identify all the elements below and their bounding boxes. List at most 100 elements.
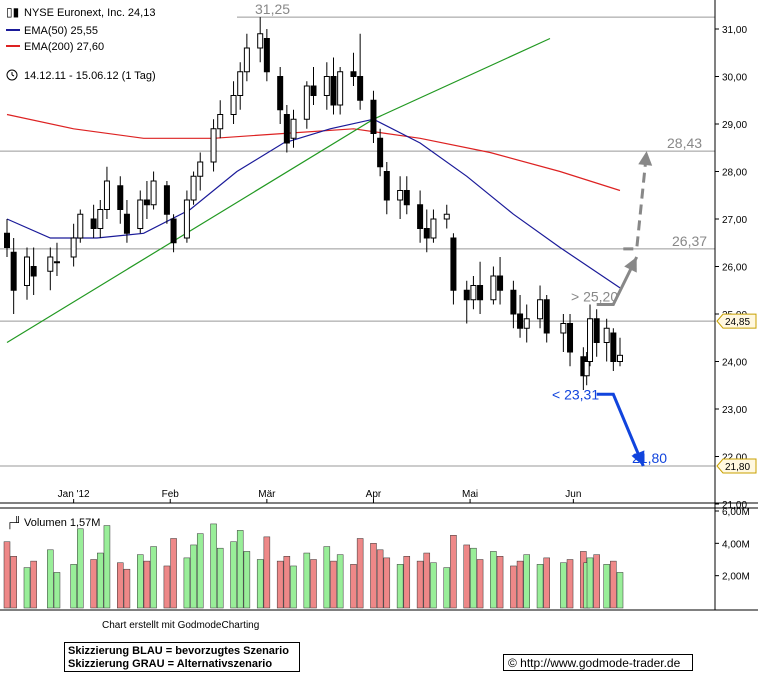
candle — [357, 33, 364, 110]
candle — [450, 233, 457, 305]
candle-body — [77, 213, 84, 239]
volume-bar — [70, 564, 77, 609]
candle — [97, 200, 104, 238]
volume-bar — [150, 546, 157, 609]
candle — [517, 295, 524, 338]
candle-body — [397, 190, 404, 201]
volume-bar — [263, 536, 271, 609]
volume-bar — [496, 556, 504, 609]
chart-credit: Chart erstellt mit GodmodeCharting — [102, 620, 260, 631]
volume-bar — [143, 560, 151, 609]
volume-tick-label: 6,00M — [722, 507, 750, 518]
candle — [463, 280, 470, 324]
candle — [377, 128, 384, 177]
x-tick-label: Feb — [162, 489, 180, 500]
candle — [543, 295, 550, 343]
y-tick-label: 31,00 — [722, 25, 747, 36]
candle-body — [197, 161, 204, 177]
source-url[interactable]: © http://www.godmode-trader.de — [503, 654, 693, 671]
candle-body — [190, 175, 197, 201]
candle — [423, 209, 430, 253]
volume-bar — [536, 564, 544, 609]
volume-bar — [323, 546, 331, 609]
candle — [47, 247, 54, 291]
candle-body — [103, 180, 110, 210]
candle-body — [23, 256, 30, 286]
candle-body — [143, 199, 150, 206]
y-tick-label: 21,00 — [722, 500, 747, 511]
clock-hand — [11, 74, 15, 77]
candle-body — [243, 47, 250, 73]
candle — [430, 209, 437, 243]
candle — [567, 314, 574, 367]
candle-body — [430, 218, 437, 239]
candle — [263, 29, 270, 82]
volume-bar — [616, 572, 624, 609]
x-tick-label: Mai — [462, 489, 478, 500]
volume-bar — [403, 556, 411, 609]
candle — [290, 109, 297, 148]
volume-bar — [430, 562, 437, 609]
candle-body — [117, 185, 124, 210]
candle-body — [517, 313, 524, 329]
candle — [403, 176, 410, 215]
x-tick-label: Apr — [366, 489, 382, 500]
volume-bar — [97, 552, 104, 609]
volume-bar — [163, 565, 171, 609]
level-label: 31,25 — [255, 1, 290, 17]
volume-bar — [416, 560, 424, 609]
scenario-annotation: > 25,20 — [571, 289, 618, 305]
candle-body — [263, 38, 270, 73]
candle — [443, 204, 450, 229]
volume-bar — [303, 552, 311, 609]
candle — [617, 337, 623, 367]
volume-bar — [610, 560, 617, 609]
candle — [350, 52, 357, 86]
candle — [217, 100, 224, 139]
candle — [587, 304, 594, 367]
candle-body — [237, 71, 244, 96]
candle-body — [170, 218, 177, 244]
scenario-grey-up-1 — [596, 256, 639, 306]
volume-bar — [10, 556, 17, 609]
candle — [603, 318, 610, 362]
candle-body — [560, 323, 567, 334]
volume-bar — [170, 538, 177, 609]
candle-body — [587, 318, 594, 362]
candle-body — [10, 251, 17, 291]
volume-tick-label: 2,00M — [722, 572, 750, 583]
candle — [537, 285, 544, 329]
candle — [23, 247, 30, 300]
candles-glyph-icon: ▯▮ — [6, 5, 19, 19]
candle — [310, 67, 317, 105]
candle — [257, 17, 264, 63]
candle-body — [383, 171, 390, 201]
volume-bar — [276, 560, 284, 609]
candle-body — [70, 237, 77, 258]
candle — [70, 223, 77, 267]
candle — [230, 81, 237, 124]
candle — [117, 176, 124, 224]
y-tick-label: 24,00 — [722, 358, 747, 369]
volume-bar — [463, 544, 470, 609]
volume-bar — [190, 544, 197, 609]
volume-bar — [543, 557, 550, 609]
candle-body — [470, 285, 477, 301]
candle — [53, 242, 60, 276]
candle-body — [303, 85, 310, 120]
candle — [323, 62, 330, 110]
candle — [137, 190, 144, 234]
candle — [610, 328, 617, 371]
scenario-grey-up-1-head — [624, 257, 637, 273]
candle-body — [593, 318, 600, 343]
volume-bar — [423, 552, 431, 609]
volume-bar — [123, 568, 131, 609]
volume-bar — [376, 549, 384, 609]
candle-body — [290, 118, 297, 139]
volume-bar — [510, 565, 517, 609]
volume-bar — [216, 547, 224, 609]
candle-body — [443, 213, 450, 220]
y-tick-label: 27,00 — [722, 215, 747, 226]
